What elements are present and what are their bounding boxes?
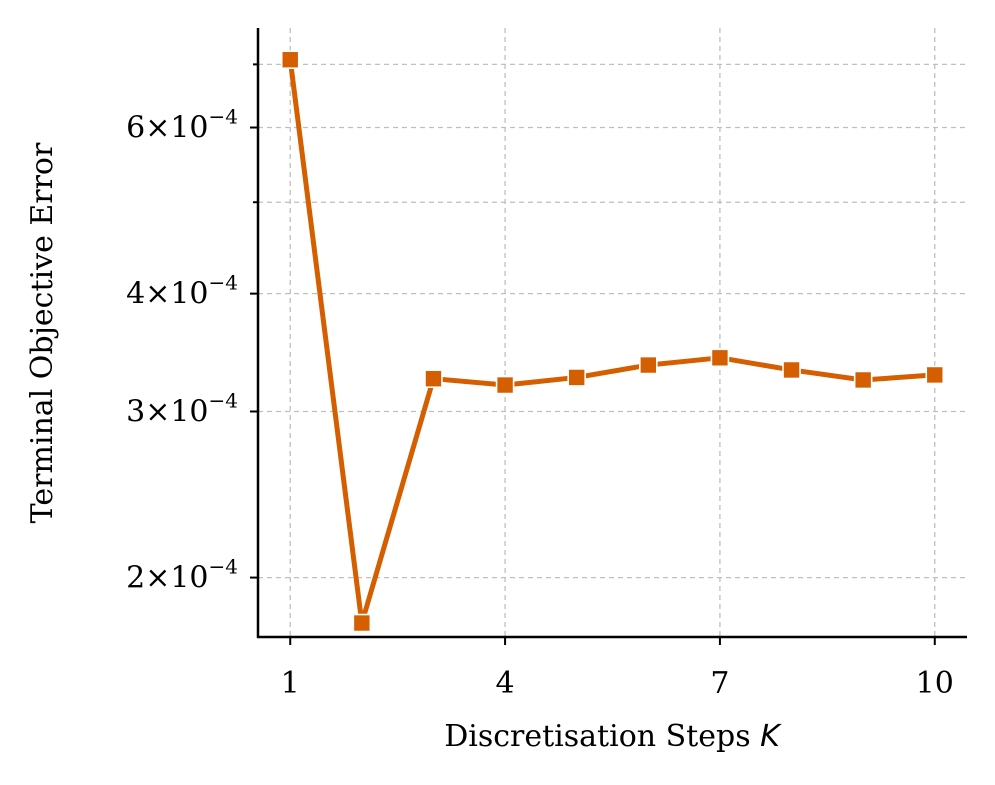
x-axis: 1 4 7 10	[281, 637, 954, 701]
y-axis-label: Terminal Objective Error	[25, 142, 60, 523]
series-layer	[280, 50, 945, 633]
x-tick-label: 1	[281, 666, 300, 701]
data-point-marker	[710, 348, 730, 368]
grid	[258, 28, 967, 637]
series-line	[287, 59, 935, 626]
y-tick-label: 2×10−4	[126, 555, 238, 596]
data-point-marker	[352, 613, 372, 633]
data-point-marker	[782, 360, 801, 380]
data-point-marker	[424, 369, 443, 388]
data-point-marker	[853, 370, 873, 390]
y-tick-label: 6×10−4	[126, 105, 238, 146]
y-axis: 2×10−4 3×10−4 4×10−4 6×10−4	[126, 63, 258, 596]
data-point-marker	[495, 375, 515, 395]
y-tick-label: 3×10−4	[126, 388, 238, 429]
data-point-marker	[639, 355, 658, 375]
data-point-marker	[567, 368, 586, 387]
x-tick-label: 10	[916, 666, 954, 701]
x-tick-label: 4	[496, 666, 515, 701]
data-point-marker	[925, 365, 945, 385]
x-tick-label: 7	[710, 666, 729, 701]
data-point-marker	[280, 50, 300, 70]
y-tick-label: 4×10−4	[126, 271, 238, 312]
x-axis-label: Discretisation Steps K	[444, 719, 782, 754]
